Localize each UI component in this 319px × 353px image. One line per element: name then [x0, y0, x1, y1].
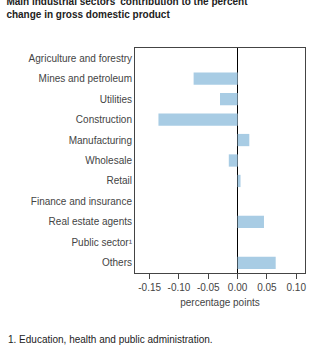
svg-text:Wholesale: Wholesale [85, 155, 132, 166]
svg-text:Agriculture and forestry: Agriculture and forestry [29, 53, 132, 64]
svg-text:0.00: 0.00 [228, 282, 248, 293]
svg-text:Real estate agents: Real estate agents [49, 216, 132, 227]
svg-text:Main industrial sectors’ contr: Main industrial sectors’ contribution to… [6, 0, 248, 20]
svg-text:Finance and insurance: Finance and insurance [31, 196, 133, 207]
svg-text:Others: Others [102, 257, 132, 268]
svg-text:-0.05: -0.05 [197, 282, 220, 293]
svg-text:-0.10: -0.10 [168, 282, 191, 293]
svg-text:Construction: Construction [76, 114, 132, 125]
svg-text:0.05: 0.05 [257, 282, 277, 293]
svg-text:Public sector¹: Public sector¹ [71, 237, 132, 248]
svg-text:Mines and petroleum: Mines and petroleum [39, 73, 132, 84]
svg-text:0.10: 0.10 [286, 282, 306, 293]
svg-text:Manufacturing: Manufacturing [69, 135, 132, 146]
svg-text:Utilities: Utilities [100, 94, 132, 105]
svg-text:1. Education, health and publi: 1. Education, health and public administ… [8, 334, 213, 345]
svg-text:percentage points: percentage points [180, 297, 260, 308]
svg-text:-0.15: -0.15 [138, 282, 161, 293]
svg-text:Retail: Retail [106, 175, 132, 186]
